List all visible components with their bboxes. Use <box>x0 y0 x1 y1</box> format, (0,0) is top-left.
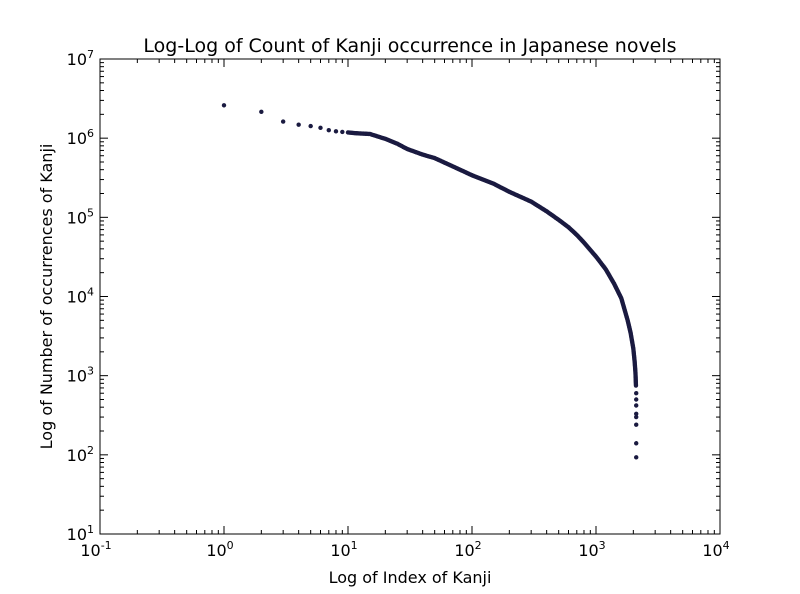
y-tick-label: 105 <box>67 206 94 227</box>
y-tick-label: 107 <box>67 48 94 69</box>
data-point <box>634 403 639 408</box>
data-point <box>633 383 639 388</box>
x-tick-label: 104 <box>702 539 729 560</box>
x-tick-label: 101 <box>330 539 357 560</box>
y-axis-ticks: 101 102 103 104 105 106 107 <box>67 48 720 544</box>
data-point <box>634 411 639 416</box>
y-tick-label: 106 <box>67 127 94 148</box>
data-point <box>333 129 339 134</box>
x-tick-label: 100 <box>206 539 233 560</box>
y-axis-label: Log of Number of occurrences of Kanji <box>37 144 56 450</box>
x-tick-label: 103 <box>578 539 605 560</box>
x-tick-label: 10-1 <box>80 539 111 560</box>
data-point <box>296 122 301 127</box>
data-point <box>318 125 323 131</box>
x-axis-label: Log of Index of Kanji <box>329 568 492 587</box>
x-axis-ticks: 10-1 100 101 102 103 104 <box>80 59 730 560</box>
data-point <box>634 414 639 420</box>
y-tick-label: 101 <box>67 523 94 544</box>
data-point <box>340 129 345 135</box>
data-point <box>634 397 639 402</box>
data-points <box>221 103 639 460</box>
x-tick-label: 102 <box>454 539 481 560</box>
y-tick-label: 102 <box>67 444 94 465</box>
y-tick-label: 104 <box>67 286 94 307</box>
chart-title: Log-Log of Count of Kanji occurrence in … <box>143 35 676 57</box>
data-point <box>326 128 331 133</box>
data-point <box>634 391 639 396</box>
data-point <box>634 441 639 446</box>
plot-frame <box>99 58 721 535</box>
data-point <box>308 123 313 129</box>
y-tick-label: 103 <box>67 365 94 386</box>
data-point <box>634 422 639 427</box>
data-point <box>634 455 639 460</box>
data-point <box>221 103 227 108</box>
data-point <box>280 119 286 124</box>
data-point <box>259 109 264 115</box>
